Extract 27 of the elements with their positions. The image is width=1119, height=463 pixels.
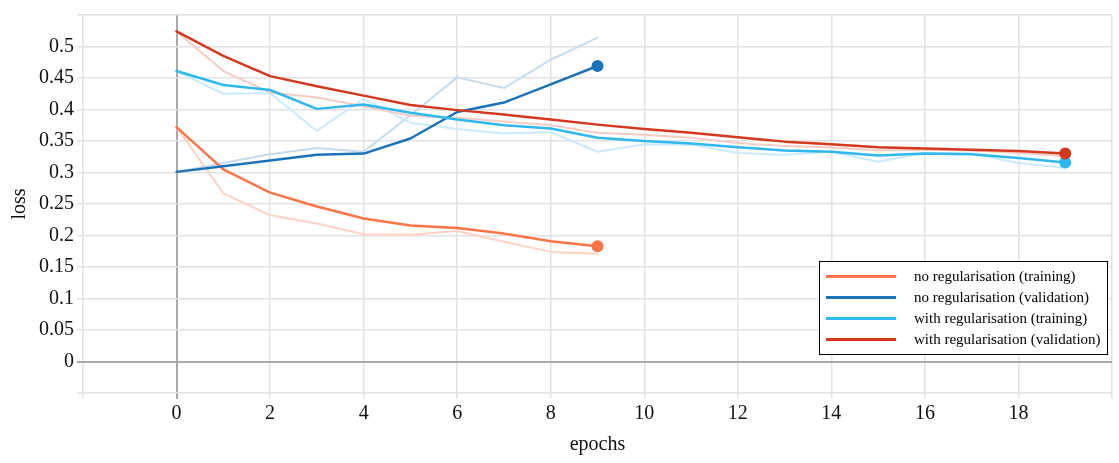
y-tick-label: 0.3 <box>49 159 74 182</box>
y-tick-label: 0.1 <box>49 285 74 308</box>
y-axis-title: loss <box>7 188 30 220</box>
x-tick-label: 12 <box>727 401 748 424</box>
x-tick-label: 10 <box>634 401 655 424</box>
y-tick-label: 0.35 <box>39 128 74 151</box>
y-tick-label: 0.25 <box>39 191 74 214</box>
y-tick-label: 0.2 <box>49 222 74 245</box>
x-tick-label: 4 <box>358 401 369 424</box>
y-tick-label: 0.4 <box>49 96 74 119</box>
x-tick-label: 8 <box>545 401 556 424</box>
x-tick-label: 14 <box>821 401 842 424</box>
x-tick-label: 18 <box>1008 401 1029 424</box>
legend-label: no regularisation (training) <box>914 268 1076 285</box>
x-tick-label: 16 <box>914 401 935 424</box>
y-tick-label: 0.15 <box>39 254 74 277</box>
x-tick-label: 6 <box>452 401 463 424</box>
x-tick-label: 0 <box>171 401 182 424</box>
legend-label: no regularisation (validation) <box>914 289 1089 306</box>
y-tick-label: 0.45 <box>39 65 74 88</box>
y-tick-label: 0 <box>64 348 74 371</box>
legend-label: with regularisation (training) <box>914 310 1088 327</box>
x-tick-label: 2 <box>265 401 276 424</box>
legend-label: with regularisation (validation) <box>914 331 1101 348</box>
y-tick-label: 0.5 <box>49 33 74 56</box>
y-tick-label: 0.05 <box>39 317 74 340</box>
x-axis-title: epochs <box>569 432 626 456</box>
